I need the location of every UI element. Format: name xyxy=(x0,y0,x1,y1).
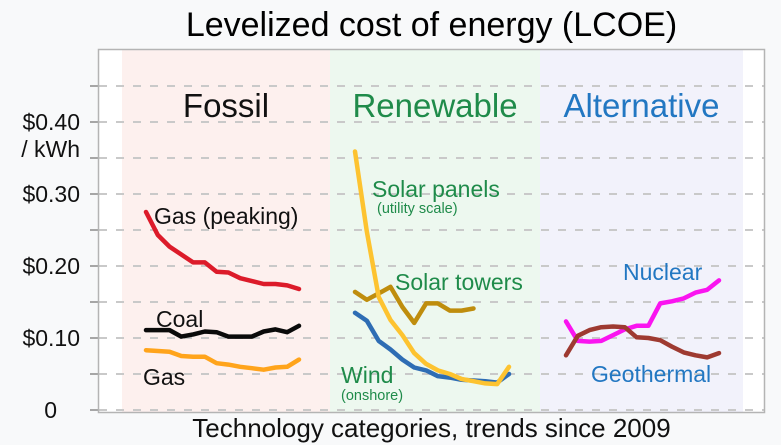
y-axis-tick-label: $0.20 xyxy=(22,253,80,279)
y-axis-unit-label: / kWh xyxy=(21,136,80,163)
category-label-fossil: Fossil xyxy=(182,87,270,124)
category-label-renewable: Renewable xyxy=(352,87,518,124)
chart-line-gas-peaking xyxy=(143,209,302,292)
y-axis-tick-label: $0.40 xyxy=(22,109,80,135)
chart-line-coal xyxy=(143,323,302,339)
x-axis-caption: Technology categories, trends since 2009 xyxy=(192,413,671,443)
series-label-geothermal: Geothermal xyxy=(591,361,712,387)
category-band-alternative xyxy=(540,50,743,412)
chart-line-geothermal xyxy=(563,324,722,360)
y-axis-tick-label: $0.10 xyxy=(22,325,80,351)
chart-title: Levelized cost of energy (LCOE) xyxy=(185,6,678,44)
chart-line-gas xyxy=(143,347,302,372)
series-sublabel-solar-panels: (utility scale) xyxy=(377,201,458,217)
series-label-solar-towers: Solar towers xyxy=(395,269,523,295)
y-axis-tick-label: $0.30 xyxy=(22,181,80,207)
chart-line-solar-towers xyxy=(352,284,476,326)
series-label-gas: Gas xyxy=(143,364,186,390)
plot-border xyxy=(97,48,766,414)
series-label-wind: Wind xyxy=(341,362,394,388)
chart-line-solar-panels xyxy=(352,149,512,387)
chart-line-nuclear xyxy=(563,278,722,344)
series-label-solar-panels: Solar panels xyxy=(372,176,500,202)
category-label-alternative: Alternative xyxy=(563,87,720,124)
series-label-coal: Coal xyxy=(156,306,204,332)
series-label-gas-peaking: Gas (peaking) xyxy=(154,203,299,229)
series-label-nuclear: Nuclear xyxy=(623,259,703,285)
y-axis-tick-label: 0 xyxy=(44,397,57,423)
series-sublabel-wind: (onshore) xyxy=(341,388,404,404)
